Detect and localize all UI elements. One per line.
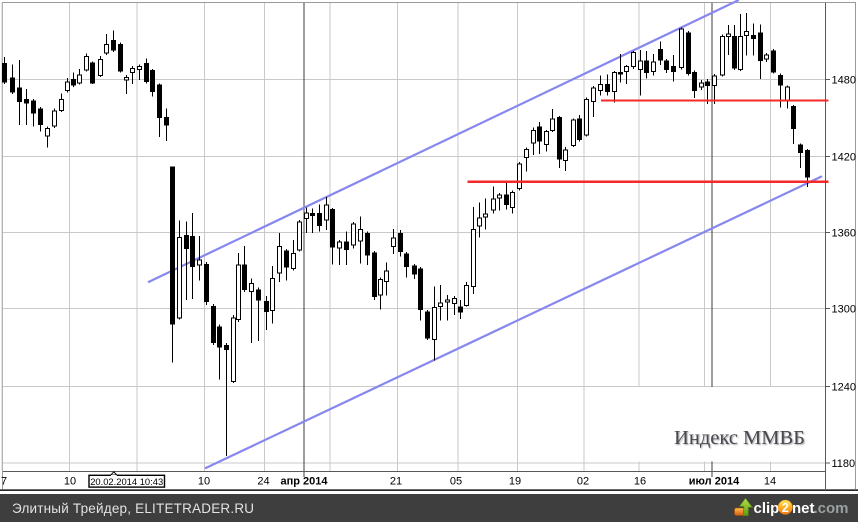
- svg-text:02: 02: [577, 476, 589, 488]
- svg-text:21: 21: [390, 476, 402, 488]
- svg-text:Элитный Трейдер, ELITETRADER.R: Элитный Трейдер, ELITETRADER.RU: [12, 501, 254, 516]
- svg-text:14: 14: [764, 476, 776, 488]
- svg-text:1420: 1420: [832, 151, 856, 163]
- svg-text:clip: clip: [754, 500, 780, 517]
- svg-text:16: 16: [634, 476, 646, 488]
- svg-text:1180: 1180: [832, 458, 856, 470]
- svg-text:апр 2014: апр 2014: [280, 476, 328, 488]
- svg-text:июл 2014: июл 2014: [689, 476, 740, 488]
- svg-text:.com: .com: [814, 500, 849, 517]
- svg-text:1360: 1360: [832, 227, 856, 239]
- svg-text:1240: 1240: [832, 381, 856, 393]
- svg-text:19: 19: [509, 476, 521, 488]
- svg-text:05: 05: [450, 476, 462, 488]
- svg-text:2: 2: [782, 501, 789, 515]
- svg-text:10: 10: [64, 476, 76, 488]
- svg-text:7: 7: [1, 476, 7, 488]
- svg-text:20.02.2014 10:43: 20.02.2014 10:43: [90, 476, 163, 487]
- svg-text:net: net: [792, 500, 815, 517]
- svg-text:1480: 1480: [832, 74, 856, 86]
- svg-text:Индекс ММВБ: Индекс ММВБ: [674, 427, 805, 449]
- svg-text:24: 24: [257, 476, 269, 488]
- svg-text:1300: 1300: [832, 304, 856, 316]
- svg-text:10: 10: [198, 476, 210, 488]
